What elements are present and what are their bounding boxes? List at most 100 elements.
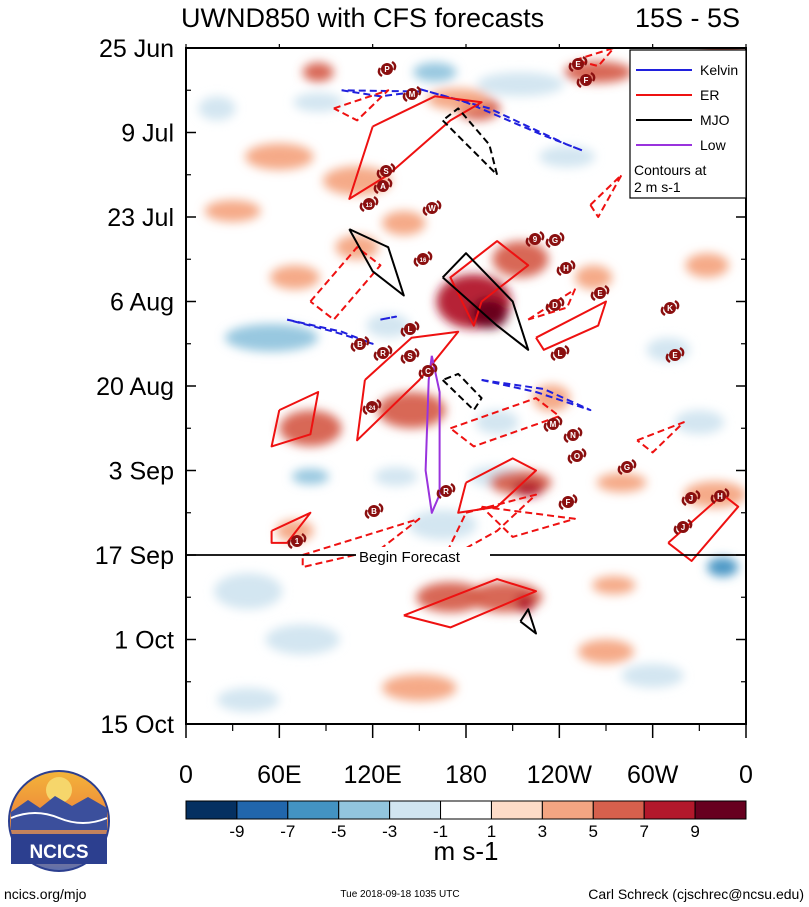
storm-label: 24	[369, 406, 376, 412]
mjo-contour-28	[442, 372, 483, 412]
er-contour-23	[636, 421, 685, 454]
legend-label-er: ER	[700, 87, 719, 103]
kelvin-contour-0	[341, 89, 421, 98]
x-tick-label: 120E	[343, 761, 401, 789]
chart-title: UWND850 with CFS forecasts	[181, 3, 544, 33]
storm-label: B	[357, 340, 363, 349]
storm-marker-17: H	[556, 259, 576, 277]
anomaly-cell-18	[574, 265, 613, 290]
y-tick-label: 1 Oct	[114, 627, 174, 655]
anomaly-cell-21	[270, 265, 320, 290]
storm-marker-4: 13	[359, 195, 379, 213]
er-contour-6	[449, 240, 530, 327]
x-tick-label: 180	[445, 761, 487, 789]
storm-label: P	[384, 65, 390, 74]
colorbar-label: -5	[331, 822, 346, 841]
storm-marker-18: D	[545, 296, 565, 314]
storm-label: K	[667, 304, 673, 313]
colorbar-swatch-4	[389, 800, 442, 820]
anomaly-cell-45	[265, 624, 340, 655]
storm-marker-16: G	[545, 231, 565, 249]
storm-label: C	[425, 367, 431, 376]
y-tick-label: 17 Sep	[95, 542, 174, 570]
kelvin-contour-1	[419, 88, 584, 152]
y-tick-label: 3 Sep	[109, 458, 174, 486]
x-tick-label: 60E	[257, 761, 301, 789]
er-contour-18	[449, 397, 561, 448]
storm-marker-10: S	[400, 347, 420, 365]
er-contour-7	[356, 330, 460, 442]
storm-marker-28: H	[710, 487, 730, 505]
legend-label-low: Low	[700, 137, 727, 153]
colorbar: -9 -7 -5 -3 -1 1 3 5 7 9	[185, 800, 747, 841]
storm-marker-33: R	[436, 482, 456, 500]
anomaly-cell-8	[293, 92, 344, 112]
colorbar-label: 3	[538, 822, 547, 841]
y-tick-label: 15 Oct	[100, 711, 174, 739]
anomaly-cell-35	[596, 472, 647, 493]
anomaly-cell-28	[475, 410, 519, 435]
anomaly-cell-16	[470, 298, 509, 329]
er-contour-11	[270, 511, 312, 544]
storm-marker-6: 16	[413, 250, 433, 268]
mjo-contour-29	[519, 608, 537, 635]
anomaly-cell-30	[291, 468, 330, 485]
er-contour-5	[348, 95, 483, 200]
storm-label: E	[575, 60, 581, 69]
er-contour-15	[333, 89, 390, 122]
storm-marker-2: S	[376, 162, 396, 180]
colorbar-label: -1	[433, 822, 448, 841]
er-contour-10	[535, 300, 607, 351]
storm-label: J	[689, 494, 693, 503]
anomaly-cell-10	[539, 145, 596, 168]
legend-note-1: Contours at	[634, 162, 706, 178]
storm-marker-32: B	[364, 502, 384, 520]
storm-label: G	[552, 236, 558, 245]
storm-marker-12: 24	[362, 398, 382, 416]
colorbar-swatch-9	[643, 800, 696, 820]
legend-note-2: 2 m s-1	[634, 179, 681, 195]
ncics-logo: NCICS	[8, 770, 110, 872]
y-tick-label: 25 Jun	[99, 35, 174, 63]
storm-label: W	[428, 204, 436, 213]
storm-label: S	[383, 167, 389, 176]
wave-contours	[270, 48, 740, 635]
colorbar-swatch-3	[338, 800, 391, 820]
storm-label: N	[570, 431, 576, 440]
er-contour-16	[309, 246, 382, 321]
x-tick-label: 0	[179, 761, 193, 789]
storm-marker-31: 1	[287, 532, 307, 550]
storm-marker-5: W	[422, 199, 442, 217]
er-contour-14	[403, 578, 537, 629]
storm-marker-20: K	[660, 299, 680, 317]
x-axis: 0 60E 120E 180 120W 60W 0	[179, 44, 753, 789]
storm-marker-3: A	[373, 177, 393, 195]
storm-label: R	[380, 349, 386, 358]
anomaly-cell-46	[578, 639, 634, 664]
storm-label: E	[597, 289, 603, 298]
y-tick-label: 6 Aug	[110, 289, 174, 317]
storm-label: B	[371, 507, 377, 516]
storm-label: E	[672, 351, 678, 360]
logo-text: NCICS	[29, 842, 88, 863]
anomaly-cell-43	[515, 594, 535, 613]
storm-label: M	[409, 90, 416, 99]
kelvin-contour-3	[380, 315, 397, 321]
anomaly-cell-4	[476, 72, 564, 97]
colorbar-label: -3	[382, 822, 397, 841]
colorbar-swatch-1	[236, 800, 289, 820]
anomaly-cell-0	[302, 62, 334, 82]
storm-marker-29: F	[558, 493, 578, 511]
anomaly-cell-13	[204, 200, 261, 222]
anomaly-cell-26	[279, 410, 342, 447]
anomaly-cell-23	[366, 313, 410, 338]
anomaly-cell-49	[217, 687, 280, 712]
storm-label: M	[550, 420, 557, 429]
logo-band	[11, 834, 107, 864]
colorbar-units: m s-1	[434, 836, 499, 866]
anomaly-cell-29	[674, 410, 725, 435]
storm-marker-22: E	[590, 284, 610, 302]
colorbar-swatch-7	[541, 800, 594, 820]
